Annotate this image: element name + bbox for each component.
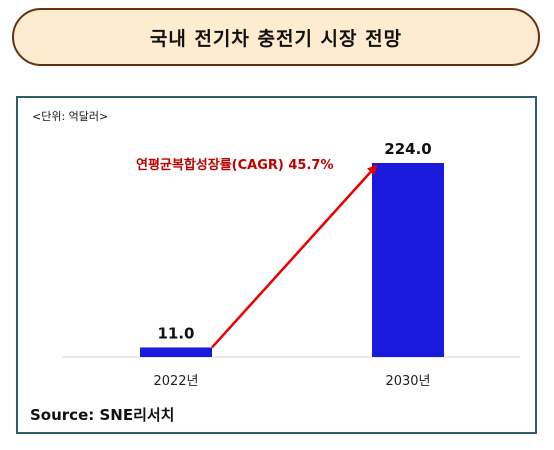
chart-panel: <단위: 억달러> 11.0 2022년 224.0 2030년 연평균복합성장률(CA…	[16, 96, 537, 434]
cagr-annotation: 연평균복합성장률(CAGR) 45.7%	[136, 157, 333, 173]
chart-title: 국내 전기차 충전기 시장 전망	[12, 8, 540, 66]
data-label-1: 224.0	[384, 140, 431, 158]
unit-label: <단위: 억달러>	[32, 110, 109, 123]
bar-chart: 11.0 2022년 224.0 2030년 연평균복합성장률(CAGR) 45.7%	[62, 140, 520, 389]
bar-1	[372, 163, 444, 357]
source-label: Source: SNE리서치	[30, 406, 175, 424]
bar-0	[140, 347, 212, 357]
x-tick-label-0: 2022년	[153, 374, 198, 389]
data-label-0: 11.0	[157, 324, 194, 342]
x-tick-label-1: 2030년	[385, 374, 430, 389]
growth-arrow	[211, 164, 378, 349]
